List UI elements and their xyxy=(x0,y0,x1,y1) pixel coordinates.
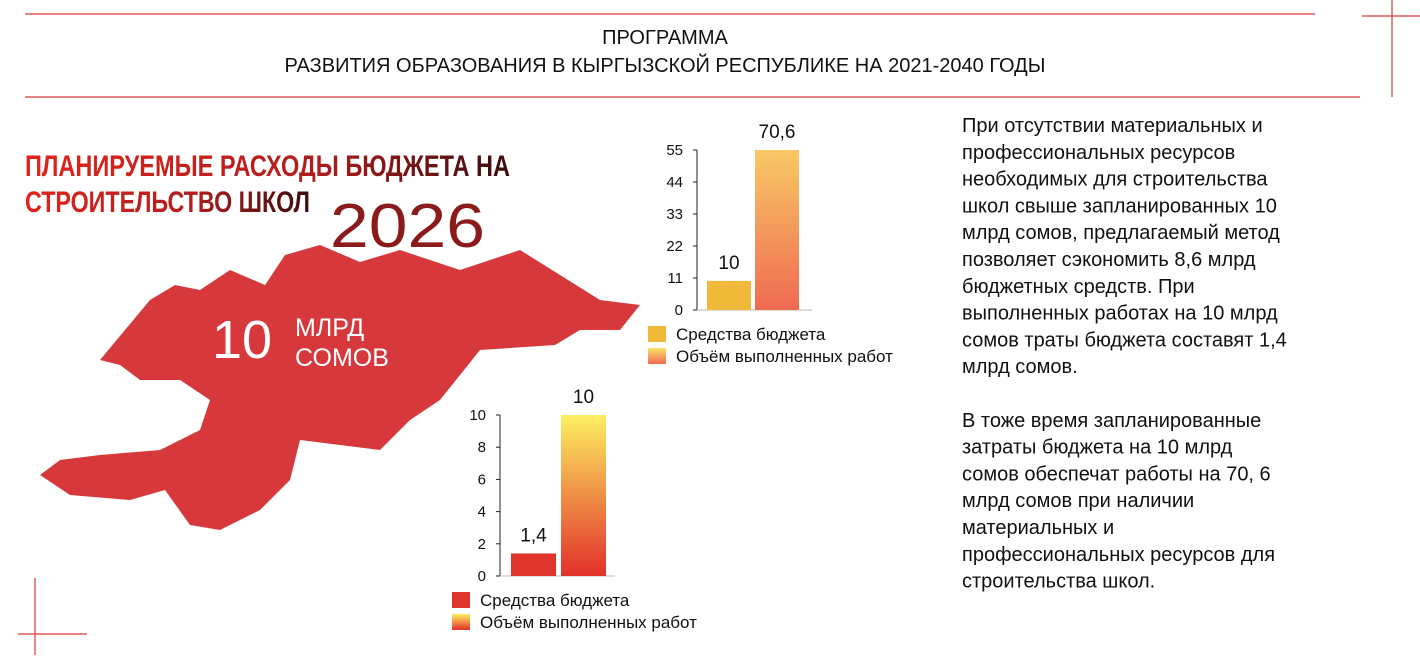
year: 2026 xyxy=(330,192,485,261)
text-line: В тоже время запланированные xyxy=(962,410,1261,432)
text-line: материальных и xyxy=(962,517,1114,539)
y-tick-label: 0 xyxy=(478,568,486,585)
value-label: 10 xyxy=(573,387,594,408)
y-tick-label: 2 xyxy=(478,536,486,553)
text-line: необходимых для строительства xyxy=(962,169,1268,191)
title: РАЗВИТИЯ ОБРАЗОВАНИЯ В КЫРГЫЗСКОЙ РЕСПУБ… xyxy=(285,53,1046,77)
bar xyxy=(707,280,751,310)
text-line: млрд сомов, предлагаемый метод xyxy=(962,222,1280,244)
map xyxy=(40,245,640,530)
text-line: При отсутствии материальных и xyxy=(962,115,1263,137)
value-label: 1,4 xyxy=(520,525,547,546)
bar xyxy=(755,150,799,310)
text-line: профессиональных ресурсов xyxy=(962,142,1235,164)
y-tick-label: 6 xyxy=(478,471,486,488)
map-unit: МЛРД xyxy=(295,314,364,342)
legend-swatch xyxy=(648,348,666,364)
bar xyxy=(561,415,606,576)
title: ПРОГРАММА xyxy=(602,27,728,49)
legend-swatch xyxy=(648,326,666,342)
map-amount: 10 xyxy=(212,310,272,370)
legend-label: Объём выполненных работ xyxy=(480,613,697,632)
value-label: 70,6 xyxy=(759,122,796,143)
y-tick-label: 4 xyxy=(478,504,486,521)
text-line: профессиональных ресурсов для xyxy=(962,544,1275,566)
headline: СТРОИТЕЛЬСТВО ШКОЛ xyxy=(25,186,310,219)
text-line: позволяет сэкономить 8,6 млрд xyxy=(962,249,1256,271)
legend-label: Средства бюджета xyxy=(480,591,630,610)
headline: ПЛАНИРУЕМЫЕ РАСХОДЫ БЮДЖЕТА НА xyxy=(25,150,510,183)
text-line: школ свыше запланированных 10 xyxy=(962,195,1277,217)
legend-swatch xyxy=(452,592,470,608)
body-text: При отсутствии материальных и профессиона… xyxy=(962,115,1287,593)
text-line: строительства школ. xyxy=(962,571,1155,593)
y-tick-label: 55 xyxy=(666,142,683,159)
text-line: выполненных работах на 10 млрд xyxy=(962,303,1278,325)
legend-swatch xyxy=(452,614,470,630)
text-line: затраты бюджета на 10 млрд xyxy=(962,437,1233,459)
y-tick-label: 33 xyxy=(666,206,683,223)
decor xyxy=(18,0,1420,655)
value-label: 10 xyxy=(718,253,739,274)
text-line: сомов обеспечат работы на 70, 6 xyxy=(962,463,1271,485)
y-tick-label: 22 xyxy=(666,238,683,255)
text-line: млрд сомов. xyxy=(962,356,1078,378)
map-unit: СОМОВ xyxy=(295,344,389,372)
legend-label: Средства бюджета xyxy=(676,325,826,344)
y-tick-label: 8 xyxy=(478,439,486,456)
y-tick-label: 44 xyxy=(666,174,683,191)
text-line: млрд сомов при наличии xyxy=(962,490,1194,512)
y-tick-label: 0 xyxy=(675,302,683,319)
legend-label: Объём выполненных работ xyxy=(676,347,893,366)
text-line: сомов траты бюджета составят 1,4 xyxy=(962,329,1287,351)
bar xyxy=(511,553,556,576)
y-tick-label: 10 xyxy=(469,407,486,424)
text-line: бюджетных средств. При xyxy=(962,276,1195,298)
y-tick-label: 11 xyxy=(667,270,683,287)
